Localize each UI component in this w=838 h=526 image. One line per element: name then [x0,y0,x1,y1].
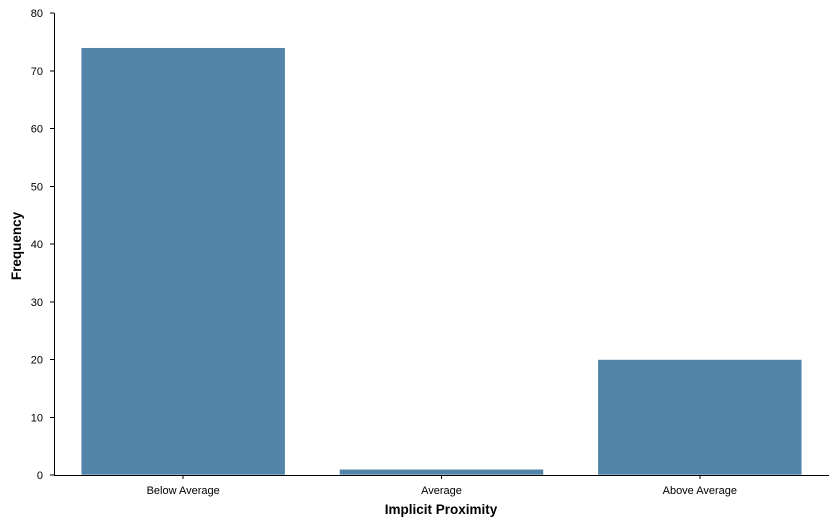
y-tick-label: 30 [31,297,43,309]
x-tick-label: Above Average [663,485,737,497]
x-tick-label: Below Average [147,485,220,497]
y-tick-label: 40 [31,239,43,251]
y-axis-ticks: 0 10 20 30 40 50 60 70 80 [31,8,54,482]
bars-group [80,47,803,476]
bar-above-average [597,359,803,476]
y-tick-label: 0 [37,470,43,482]
y-tick-label: 50 [31,181,43,193]
y-tick-label: 70 [31,66,43,78]
x-axis-title: Implicit Proximity [385,502,498,517]
bar-below-average [80,47,286,476]
y-tick-label: 10 [31,412,43,424]
x-axis-ticks: Below Average Average Above Average [147,475,737,497]
bar-average [339,468,544,476]
y-tick-label: 60 [31,124,43,136]
x-tick-label: Average [421,485,462,497]
y-tick-label: 20 [31,355,43,367]
y-axis-title: Frequency [9,211,24,280]
y-tick-label: 80 [31,8,43,20]
